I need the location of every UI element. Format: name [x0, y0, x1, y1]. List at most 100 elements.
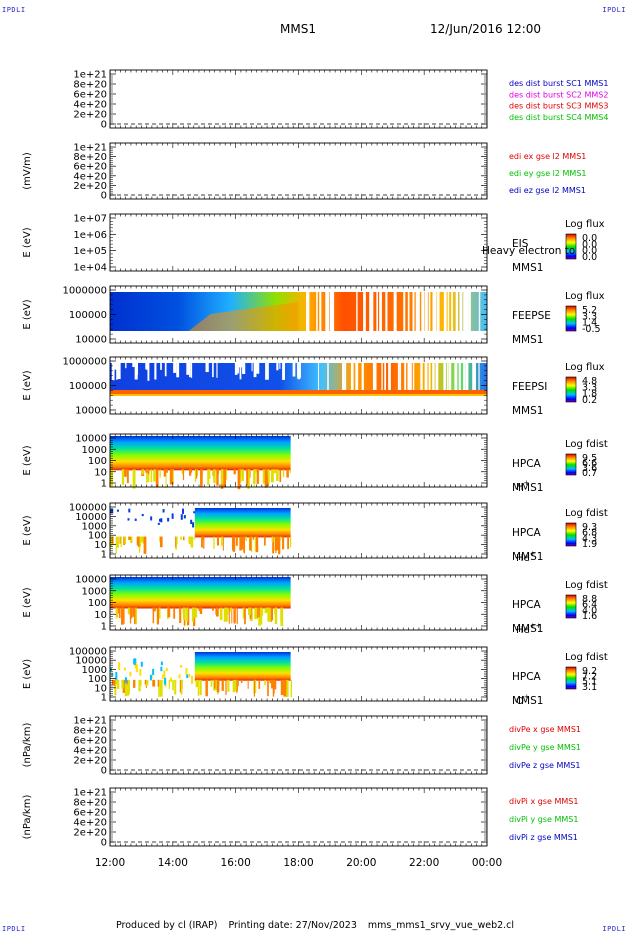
eis-overlay-label: Heavy electron to — [482, 245, 575, 257]
hpca-o-colorbar-tick: 9.2 — [582, 666, 597, 677]
hpca-h-fringe — [253, 469, 255, 487]
eis-ytick-label: 1e+05 — [73, 246, 107, 257]
feeps-i-gap — [412, 363, 415, 390]
hpca-he-fringe — [119, 536, 121, 544]
hpca-o-speckle — [118, 662, 121, 671]
hpca-h-fringe — [247, 469, 250, 489]
feeps-i-speckle — [113, 363, 118, 370]
hpca-he2-species-charge: ++ — [530, 622, 542, 630]
hpca-o-speckle — [180, 665, 183, 668]
feeps-e-gap — [478, 292, 481, 331]
feeps-i-speckle — [146, 363, 148, 370]
feeps-e-colorbar — [565, 305, 577, 332]
panel-feeps-e: 1000000 100000 10000 E (eV) Log flux 5.23.31.… — [22, 286, 605, 347]
divpe-ytick-label: 2e+20 — [73, 756, 107, 767]
hpca-o-speckle — [191, 675, 194, 684]
hpca-h-fringe — [196, 469, 198, 477]
feeps-i-colorbar — [565, 376, 577, 403]
hpca-he-fringe — [216, 536, 220, 546]
edi-e-legend-entry: edi ex gse l2 MMS1 — [509, 152, 586, 161]
hpca-he-fringe — [175, 536, 177, 548]
hpca-o-fringe — [205, 679, 208, 697]
hpca-he-fringe — [287, 536, 290, 550]
hpca-h-fringe — [155, 469, 159, 488]
feeps-i-gap — [472, 363, 475, 390]
hpca-o-fringe — [195, 679, 199, 688]
feeps-i-speckle — [132, 363, 135, 368]
feeps-e-gap — [421, 292, 425, 331]
hpca-he2-fringe — [219, 607, 223, 620]
hpca-he-speckle — [190, 519, 193, 525]
hpca-he-fringe — [159, 536, 163, 548]
hpca-he2-fringe — [194, 607, 198, 618]
hpca-o-speckle — [140, 661, 143, 667]
hpca-o-fringe — [225, 679, 227, 696]
feeps-e-spacecraft-label: MMS1 — [512, 334, 543, 346]
hpca-he-fringe — [194, 536, 196, 540]
feeps-i-colorbar-tick: 0.2 — [582, 395, 597, 406]
hpca-o-speckle — [124, 677, 127, 684]
feeps-i-lowband — [110, 390, 487, 394]
hpca-o-fringe — [138, 679, 141, 692]
feeps-e-gap — [379, 292, 381, 331]
hpca-he-fringe — [221, 536, 223, 546]
hpca-o-colorbar-tick: 3.1 — [582, 682, 597, 693]
hpca-h-ytick-label: 10 — [94, 467, 107, 478]
hpca-o-speckle — [165, 667, 168, 672]
hpca-he2-fringe — [173, 607, 176, 619]
hpca-o-fringe — [221, 679, 224, 691]
feeps-i-instrument-label: FEEPSI — [512, 381, 547, 393]
eis-ytick-label: 1e+06 — [73, 230, 107, 241]
hpca-he2-fringe — [254, 607, 258, 620]
hpca-h-fringe — [223, 469, 227, 487]
panel-feeps-i: 1000000 100000 10000 E (eV) Log flux 4.83.31.… — [22, 357, 605, 418]
hpca-o-speckle — [188, 673, 191, 677]
hpca-h-fringe — [189, 469, 193, 473]
feeps-i-speckle — [265, 363, 269, 380]
hpca-h-fringe — [213, 469, 216, 484]
feeps-i-speckle — [292, 363, 296, 377]
hpca-h-fringe — [146, 469, 148, 484]
hpca-h-instrument-label: HPCA — [512, 458, 542, 470]
feeps-e-gap — [316, 292, 318, 331]
edi-e-ytick-label: 6e+20 — [73, 162, 107, 173]
hpca-he2-ytick-label: 1 — [101, 622, 107, 633]
hpca-h-fringe — [237, 469, 241, 490]
feeps-i-speckle — [234, 363, 238, 375]
divpi-ylabel: (nPa/km) — [22, 795, 33, 840]
feeps-i-speckle — [116, 363, 118, 380]
hpca-h-fringe — [150, 469, 153, 483]
hpca-h-fringe — [241, 469, 244, 482]
hpca-he-fringe — [255, 536, 259, 553]
hpca-he-fringe — [275, 536, 277, 554]
feeps-e-gap — [434, 292, 437, 331]
hpca-h-fringe — [121, 469, 124, 474]
xtick-label: 16:00 — [221, 857, 251, 869]
hpca-o-speckle — [164, 677, 167, 685]
edi-e-ytick-label: 4e+20 — [73, 171, 107, 182]
feeps-e-gap — [407, 292, 410, 331]
hpca-he-speckle — [128, 508, 131, 513]
feeps-i-gap — [355, 363, 359, 390]
hpca-h-fringe — [226, 469, 228, 480]
hpca-o-ytick-label: 1 — [101, 693, 107, 704]
feeps-i-colorbar-tick: 1.8 — [582, 389, 597, 400]
feeps-e-ytick-label: 1000000 — [62, 286, 107, 297]
hpca-h-fringe — [153, 469, 156, 482]
feeps-e-gap — [417, 292, 420, 331]
hpca-o-fringe — [236, 679, 238, 691]
hpca-he-fringe — [232, 536, 236, 552]
corner-mark-top-right: IPDLI — [602, 6, 626, 14]
hpca-he-ytick-label: 100000 — [69, 503, 107, 514]
hpca-he2-fringe — [260, 607, 263, 625]
hpca-he2-fringe — [230, 607, 232, 612]
edi-e-ylabel: (mV/m) — [22, 152, 33, 190]
feeps-e-colorbar-tick: -0.5 — [582, 324, 601, 335]
eis-colorbar-title: Log flux — [565, 219, 605, 230]
des-dist-ytick-label: 1e+21 — [73, 70, 107, 81]
hpca-he-fringe — [140, 536, 144, 543]
hpca-h-ylabel: E (eV) — [22, 445, 33, 475]
